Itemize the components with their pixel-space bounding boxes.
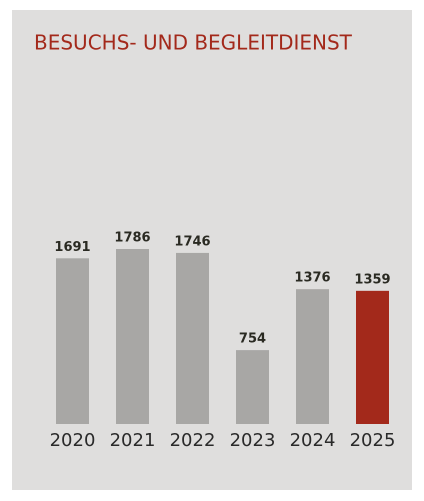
bar [356,290,389,424]
x-tick-label: 2023 [230,430,276,451]
value-label: 1786 [114,231,150,246]
value-label: 1691 [54,240,90,255]
x-tick-label: 2020 [50,430,96,451]
bar [296,289,329,424]
bar [56,258,89,424]
value-label: 1359 [354,272,390,287]
x-tick-label: 2021 [110,430,156,451]
x-tick-label: 2025 [350,430,396,451]
value-label: 1746 [174,234,210,249]
x-tick-label: 2022 [170,430,216,451]
chart-title: BESUCHS- UND BEGLEITDIENST [34,31,353,55]
bar [176,252,209,424]
x-tick-label: 2024 [290,430,336,451]
value-label: 1376 [294,271,330,286]
bar [236,350,269,424]
value-label: 754 [239,332,266,347]
bar [116,249,149,424]
